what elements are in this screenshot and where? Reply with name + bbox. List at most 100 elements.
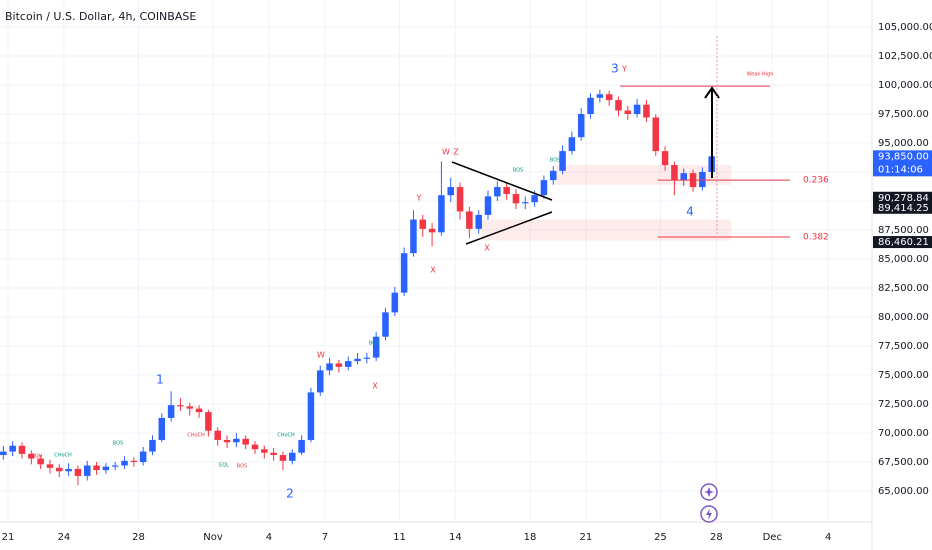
x-tick-label: 14 <box>449 532 462 543</box>
price-tag-label: 89,414.25 <box>878 203 929 214</box>
x-tick-label: 18 <box>524 532 537 543</box>
x-tick-label: 25 <box>654 532 667 543</box>
candle-body <box>139 451 147 462</box>
price-tag <box>873 191 932 204</box>
wave-label: Z <box>453 148 459 157</box>
eql-label: EQL <box>219 463 229 469</box>
x-tick-label: 21 <box>2 532 15 543</box>
wave-label: W <box>317 351 325 360</box>
y-tick-label: 72,500.00 <box>878 399 929 410</box>
wave-label: 1 <box>156 373 164 387</box>
candle-body <box>214 430 221 440</box>
price-tag-label: 86,460.21 <box>878 237 929 248</box>
candle-body <box>643 104 650 118</box>
candle-body <box>56 467 63 472</box>
candle-body <box>344 361 352 367</box>
candle-body <box>587 97 594 114</box>
x-tick-label: 21 <box>580 532 593 543</box>
candle-body <box>251 444 259 450</box>
zone <box>481 219 732 241</box>
candle-body <box>605 94 613 101</box>
y-tick-label: 105,000.00 <box>878 22 932 33</box>
candle-body <box>447 187 454 196</box>
candle-body <box>503 187 510 195</box>
candle-body <box>633 104 641 114</box>
candle-body <box>186 406 194 409</box>
candle-body <box>410 219 417 254</box>
candle-body <box>372 336 380 358</box>
y-tick-label: 100,000.00 <box>878 80 932 91</box>
wave-label: Y <box>621 65 627 74</box>
candle-body <box>298 439 305 453</box>
candle-body <box>699 172 706 188</box>
candle-body <box>559 151 566 171</box>
grid <box>0 0 872 522</box>
candle-body <box>130 460 138 462</box>
annotations: 1 2 3 4 Y W Z Y X X W X BOS BOS BOS BOS … <box>32 62 694 501</box>
candle-body <box>549 170 557 181</box>
candle-body <box>9 445 16 452</box>
candle-body <box>363 357 371 359</box>
candle-body <box>28 453 35 459</box>
candle-body <box>121 460 128 466</box>
wave-label: X <box>484 244 490 253</box>
eqh-label: EQH <box>32 454 43 460</box>
choch-label: CHoCH <box>54 453 72 459</box>
wave-label: 4 <box>686 205 694 219</box>
y-tick-label: 87,500.00 <box>878 225 929 236</box>
wave-label: X <box>430 266 436 275</box>
candle-body <box>680 173 687 181</box>
y-tick-label: 65,000.00 <box>878 486 929 497</box>
candle-body <box>475 214 482 229</box>
price-tag-label: 90,278.84 <box>878 193 929 204</box>
candle-body <box>494 187 501 197</box>
y-tick-label: 80,000.00 <box>878 312 929 323</box>
candle-body <box>270 452 277 456</box>
candle-body <box>577 114 585 138</box>
candle-body <box>83 465 91 476</box>
candle-body <box>65 468 72 472</box>
candle-body <box>289 452 296 461</box>
candle-body <box>233 438 240 443</box>
wave-label: W <box>442 148 450 157</box>
candle-body <box>18 445 26 454</box>
candle-body <box>307 392 315 440</box>
candle-body <box>419 219 427 229</box>
bos-label: BOS <box>369 341 379 347</box>
candle-body <box>531 195 538 203</box>
x-tick-label: 24 <box>58 532 71 543</box>
candle-body <box>382 312 389 337</box>
candle-body <box>205 412 212 431</box>
price-tag <box>873 236 932 249</box>
candle-body <box>242 438 249 445</box>
level-label: 0.382 <box>803 232 829 242</box>
candle-body <box>456 187 464 212</box>
candle-body <box>652 117 660 152</box>
candle-body <box>428 228 436 233</box>
x-tick-label: Dec <box>763 532 782 543</box>
y-tick-label: 102,500.00 <box>878 51 932 62</box>
candle-body <box>93 465 100 471</box>
candle-body <box>354 358 361 362</box>
candle-body <box>466 211 473 229</box>
candle-body <box>671 165 678 181</box>
candle-body <box>400 253 408 293</box>
wave-label: Y <box>416 194 422 203</box>
y-tick-label: 70,000.00 <box>878 428 929 439</box>
candle-body <box>540 180 548 196</box>
candle-body <box>195 408 203 413</box>
candle-body <box>158 417 166 440</box>
levels: 0.236 0.382 Weak High <box>620 72 829 242</box>
candle-body <box>37 458 44 465</box>
x-tick-label: 4 <box>266 532 272 543</box>
icon <box>706 508 712 520</box>
candle-body <box>391 292 399 313</box>
x-tick-label: 7 <box>322 532 328 543</box>
y-tick-label: 85,000.00 <box>878 254 929 265</box>
trend-line <box>451 161 553 201</box>
wave-label: 3 <box>611 62 619 76</box>
y-tick-label: 95,000.00 <box>878 138 929 149</box>
candle-body <box>46 464 54 468</box>
